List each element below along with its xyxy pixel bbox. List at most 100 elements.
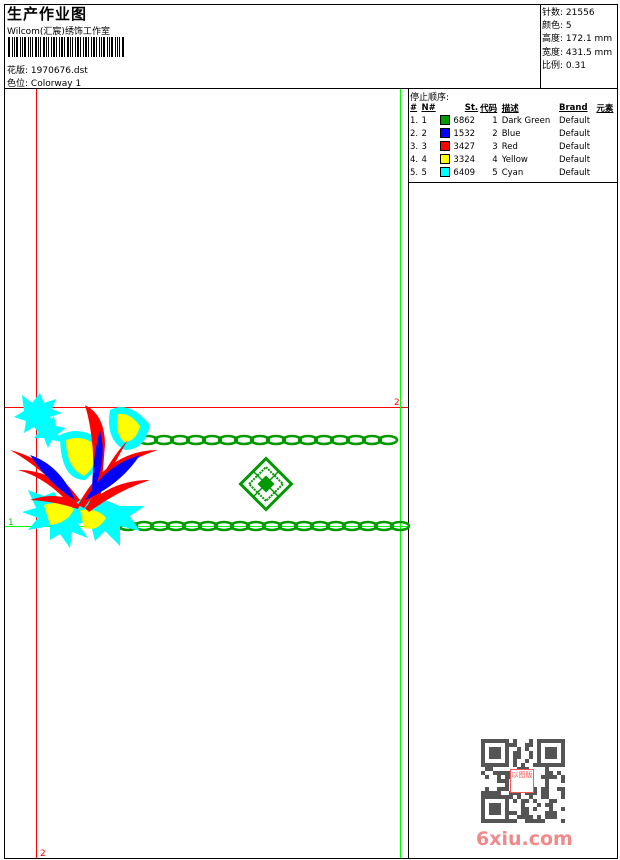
design-file: 花版: 1970676.dst bbox=[7, 63, 88, 76]
chain-link bbox=[361, 434, 383, 446]
info-divider bbox=[540, 4, 541, 88]
barcode-bar bbox=[30, 37, 31, 57]
row-brand: Default bbox=[558, 154, 591, 165]
color-swatch bbox=[439, 167, 450, 178]
chain-link bbox=[309, 520, 331, 532]
chain-link bbox=[293, 520, 315, 532]
chain-link bbox=[325, 520, 347, 532]
barcode-bar bbox=[122, 37, 124, 57]
row-code: 1 bbox=[492, 115, 498, 126]
barcode-bar bbox=[38, 37, 39, 57]
col-desc: 描述 bbox=[501, 103, 519, 114]
chain-link bbox=[245, 520, 267, 532]
row-code: 5 bbox=[492, 167, 498, 178]
chain-link bbox=[185, 434, 207, 446]
barcode-bar bbox=[53, 37, 55, 57]
row-code: 3 bbox=[492, 141, 498, 152]
info-width: 宽度: 431.5 mm bbox=[542, 45, 612, 58]
barcode-bar bbox=[59, 37, 60, 57]
info-value: 5 bbox=[565, 21, 572, 31]
barcode-bar bbox=[56, 37, 57, 57]
colorway-value: Colorway 1 bbox=[30, 79, 82, 89]
chain-border bbox=[101, 434, 411, 532]
chain-link bbox=[169, 434, 191, 446]
barcode-bar bbox=[64, 37, 65, 57]
info-height: 高度: 172.1 mm bbox=[542, 31, 612, 44]
chain-link bbox=[153, 434, 175, 446]
barcode-bar bbox=[22, 37, 23, 57]
info-value: 21556 bbox=[565, 8, 595, 18]
info-colors: 颜色: 5 bbox=[542, 18, 572, 31]
row-n: 5 bbox=[421, 167, 427, 178]
row-code: 4 bbox=[492, 154, 498, 165]
chain-link bbox=[297, 434, 319, 446]
row-index: 2. bbox=[410, 128, 419, 139]
panel-divider bbox=[408, 88, 409, 859]
row-desc: Dark Green bbox=[501, 115, 551, 126]
row-stitches: 3427 bbox=[453, 141, 476, 152]
row-stitches: 3324 bbox=[453, 154, 476, 165]
chain-link bbox=[165, 520, 187, 532]
info-stitches: 针数: 21556 bbox=[542, 5, 595, 18]
chain-link bbox=[277, 520, 299, 532]
row-index: 3. bbox=[410, 141, 419, 152]
color-swatch bbox=[439, 141, 450, 152]
barcode-bar bbox=[91, 37, 92, 57]
chain-link bbox=[197, 520, 219, 532]
col-index: # bbox=[410, 102, 418, 113]
info-label: 比例: bbox=[542, 61, 564, 71]
row-n: 1 bbox=[421, 115, 427, 126]
chain-link bbox=[389, 520, 411, 532]
page-title: 生产作业图 bbox=[7, 5, 88, 23]
barcode-bar bbox=[96, 37, 97, 57]
company-name: Wilcom(汇宸)绣饰工作室 bbox=[7, 27, 110, 37]
chain-link bbox=[233, 434, 255, 446]
barcode-bar bbox=[46, 37, 47, 57]
watermark: 6xiu.com bbox=[476, 828, 573, 850]
row-brand: Default bbox=[558, 141, 591, 152]
row-n: 2 bbox=[421, 128, 427, 139]
row-brand: Default bbox=[558, 167, 591, 178]
chain-link bbox=[181, 520, 203, 532]
barcode-bar bbox=[24, 37, 26, 57]
color-swatch bbox=[439, 115, 450, 126]
stop-sequence-title: 停止顺序: bbox=[410, 93, 450, 103]
info-label: 宽度: bbox=[542, 48, 564, 58]
barcode-bar bbox=[101, 37, 102, 57]
diamond-motif bbox=[238, 456, 294, 512]
green-guide-label-left: 1 bbox=[8, 518, 14, 528]
barcode-bar bbox=[67, 37, 69, 57]
barcode-bar bbox=[16, 37, 18, 57]
row-index: 1. bbox=[410, 115, 419, 126]
chain-link bbox=[341, 520, 363, 532]
chain-link bbox=[345, 434, 367, 446]
color-swatch bbox=[439, 128, 450, 139]
col-code: 代码 bbox=[480, 103, 498, 114]
barcode-bar bbox=[111, 37, 113, 57]
row-index: 5. bbox=[410, 167, 419, 178]
col-element: 元素 bbox=[596, 103, 614, 114]
barcode-bar bbox=[119, 37, 120, 57]
barcode-bar bbox=[72, 37, 73, 57]
barcode-bar bbox=[93, 37, 95, 57]
info-scale: 比例: 0.31 bbox=[542, 58, 586, 71]
flower-bouquet bbox=[10, 393, 158, 548]
barcode-bar bbox=[48, 37, 49, 57]
barcode-bar bbox=[77, 37, 79, 57]
color-row: 2. 2 1532 2 Blue Default bbox=[409, 127, 617, 140]
row-n: 4 bbox=[421, 154, 427, 165]
barcode-bar bbox=[43, 37, 45, 57]
chain-link bbox=[357, 520, 379, 532]
header-divider bbox=[4, 88, 618, 89]
chain-link bbox=[265, 434, 287, 446]
barcode-bar bbox=[8, 37, 10, 57]
color-row: 5. 5 6409 5 Cyan Default bbox=[409, 166, 617, 179]
row-brand: Default bbox=[558, 115, 591, 126]
row-stitches: 6862 bbox=[453, 115, 476, 126]
page-frame bbox=[4, 4, 618, 859]
barcode-bar bbox=[40, 37, 41, 57]
info-label: 针数: bbox=[542, 8, 564, 18]
color-swatch bbox=[439, 154, 450, 165]
barcode-bar bbox=[83, 37, 84, 57]
info-label: 高度: bbox=[542, 34, 564, 44]
